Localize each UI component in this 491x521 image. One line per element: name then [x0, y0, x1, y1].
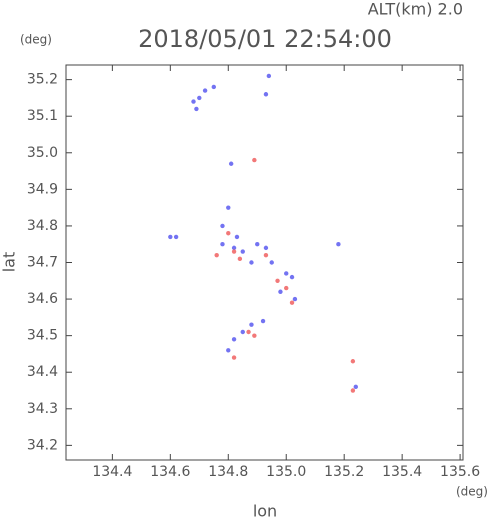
x-tick-label: 134.6	[150, 464, 190, 480]
echo-point	[234, 234, 240, 240]
echo-point	[214, 252, 219, 258]
echo-point	[231, 245, 237, 251]
echo-point	[237, 256, 243, 262]
x-tick-label: 135.4	[382, 464, 422, 480]
y-tick-label: 34.5	[27, 328, 58, 344]
plot-frame	[65, 64, 464, 461]
y-tick-label: 34.4	[27, 364, 58, 380]
echo-point	[289, 300, 295, 305]
echo-point	[252, 333, 257, 338]
echo-point	[211, 84, 216, 90]
echo-point	[260, 318, 266, 324]
x-tick-label: 134.8	[208, 464, 248, 480]
echo-point	[168, 234, 173, 240]
y-tick-label: 34.6	[27, 291, 58, 307]
echo-point	[231, 249, 237, 254]
echo-point	[173, 234, 179, 240]
echo-point	[255, 242, 260, 247]
echo-point	[284, 271, 289, 276]
echo-point	[266, 73, 272, 79]
y-tick-label: 35.2	[27, 72, 58, 88]
y-unit: (deg)	[20, 33, 52, 47]
x-tick-label: 135.6	[440, 464, 480, 480]
echo-point	[278, 289, 283, 294]
echo-point	[231, 355, 237, 360]
echo-point	[249, 322, 254, 327]
echo-point	[252, 157, 257, 163]
subtitle: ALT(km) 2.0	[368, 0, 463, 19]
echo-point	[269, 260, 274, 265]
echo-point	[246, 329, 251, 335]
x-tick-label: 135.2	[324, 464, 364, 480]
echo-point	[292, 296, 298, 302]
echo-point	[240, 249, 245, 254]
y-tick-label: 34.9	[27, 181, 58, 197]
echo-point	[275, 278, 280, 283]
echo-point	[220, 242, 225, 247]
echo-point	[228, 161, 234, 166]
y-tick-label: 34.8	[27, 218, 58, 234]
echo-point	[263, 252, 269, 258]
echo-point	[231, 337, 237, 342]
echo-point	[350, 359, 356, 364]
echo-point	[220, 223, 225, 229]
echo-point	[353, 384, 358, 390]
y-axis-label: lat	[0, 252, 19, 273]
x-tick-label: 135.0	[266, 464, 306, 480]
echo-point	[336, 242, 341, 247]
x-unit: (deg)	[456, 485, 488, 499]
echo-point	[350, 388, 356, 393]
echo-point	[226, 231, 231, 236]
chart-title: 2018/05/01 22:54:00	[138, 25, 392, 53]
echo-point	[240, 329, 245, 335]
y-tick-label: 34.7	[27, 255, 58, 271]
echo-point	[197, 95, 202, 101]
echo-point	[289, 274, 295, 280]
y-tick-label: 35.1	[27, 108, 58, 124]
x-tick-label: 134.4	[92, 464, 132, 480]
y-tick-label: 34.2	[27, 437, 58, 453]
y-tick-label: 35.0	[27, 145, 58, 161]
echo-point	[226, 348, 231, 353]
echo-point	[226, 205, 231, 210]
echo-point	[284, 285, 289, 291]
x-axis-label: lon	[253, 502, 277, 521]
echo-point	[263, 92, 269, 97]
echo-point	[194, 106, 199, 112]
echo-point	[191, 99, 196, 104]
echo-point	[249, 260, 254, 265]
echo-point	[202, 88, 208, 93]
y-tick-label: 34.3	[27, 401, 58, 417]
echo-point	[263, 245, 269, 251]
